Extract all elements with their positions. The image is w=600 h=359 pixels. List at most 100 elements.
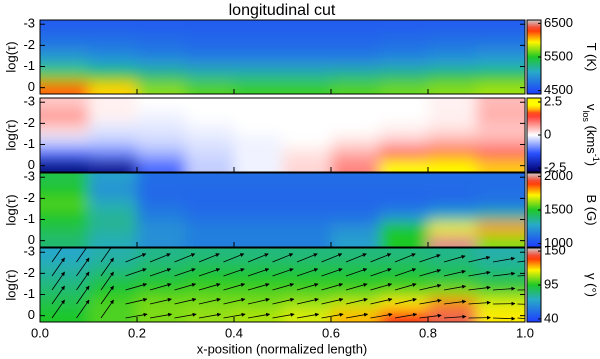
heat-cell <box>40 309 89 322</box>
heat-cell <box>476 69 525 83</box>
arrow <box>296 268 319 277</box>
heat-cell <box>88 57 138 70</box>
colorbar-label-part: -1 <box>591 154 600 162</box>
heat-cell <box>40 44 89 58</box>
colorbar-label-part: ) <box>584 162 599 166</box>
arrow <box>247 297 270 305</box>
heat-cell <box>476 159 525 172</box>
heat-cell <box>282 185 332 199</box>
x-tick-label: 0.0 <box>31 325 49 340</box>
heat-cell <box>234 159 283 172</box>
arrow <box>468 270 491 277</box>
heat-cell <box>379 135 429 148</box>
heat-cell <box>476 44 525 58</box>
arrow <box>51 285 65 305</box>
heat-cell <box>88 135 138 148</box>
heat-cell <box>428 197 477 211</box>
arrow <box>125 312 148 319</box>
heat-cell <box>282 69 332 83</box>
heat-cell <box>379 122 429 136</box>
heat-cell <box>476 272 525 286</box>
arrow <box>492 271 516 277</box>
arrow <box>321 312 344 319</box>
colorbar-tick-label: 1500 <box>544 201 573 216</box>
x-axis-label: x-position (normalized length) <box>197 341 368 356</box>
heat-cell <box>40 210 89 223</box>
arrow <box>443 269 466 277</box>
arrow <box>321 253 343 263</box>
heat-cell <box>331 32 380 46</box>
heat-cell <box>379 147 429 161</box>
heat-cell <box>379 222 429 236</box>
heat-cell <box>137 98 186 111</box>
arrow <box>443 255 466 263</box>
arrow <box>198 312 222 319</box>
heat-cell <box>137 122 186 136</box>
heat-cell <box>137 44 186 58</box>
heatmap-cells <box>40 248 525 322</box>
heat-cell <box>379 210 429 223</box>
heat-cell <box>428 222 477 236</box>
heat-cell <box>185 32 235 46</box>
arrow <box>394 297 417 305</box>
heat-cell <box>282 81 332 94</box>
arrow <box>174 297 197 305</box>
heat-cell <box>234 57 283 70</box>
heat-cell <box>40 135 89 148</box>
heat-cell <box>331 122 380 136</box>
arrow <box>76 299 90 319</box>
heat-cell <box>379 57 429 70</box>
heat-cell <box>40 32 89 46</box>
heat-cell <box>476 185 525 199</box>
heat-cell <box>428 272 477 286</box>
chart-title: longitudinal cut <box>229 2 336 19</box>
heat-cell <box>88 110 138 124</box>
heatmap <box>40 20 525 94</box>
heat-cell <box>88 222 138 236</box>
y-tick-label: -2 <box>23 37 35 52</box>
colorbar-tick-label: 1000 <box>544 235 573 250</box>
heat-cell <box>185 285 235 298</box>
heat-cell <box>476 234 525 247</box>
heat-cell <box>282 234 332 247</box>
heat-cell <box>137 260 186 274</box>
heat-cell <box>379 234 429 247</box>
arrow <box>76 257 90 277</box>
arrow <box>125 297 148 305</box>
heat-cell <box>137 32 186 46</box>
arrow <box>51 248 65 263</box>
heat-cell <box>88 122 138 136</box>
heat-cell <box>282 210 332 223</box>
heat-cell <box>428 44 477 58</box>
heat-cell <box>234 98 283 111</box>
heat-cell <box>331 248 380 261</box>
heat-cell <box>379 260 429 274</box>
heat-cell <box>185 297 235 311</box>
heat-cell <box>331 285 380 298</box>
arrow <box>394 312 418 319</box>
arrow <box>492 316 516 321</box>
arrow <box>149 312 173 319</box>
heat-cell <box>185 272 235 286</box>
heat-cell <box>428 98 477 111</box>
y-tick-label: -2 <box>23 115 35 130</box>
heat-cell <box>428 159 477 172</box>
heat-cell <box>379 110 429 124</box>
heat-cell <box>331 20 380 33</box>
panel-frame <box>39 247 526 323</box>
heat-cell <box>476 197 525 211</box>
y-tick-label: 0 <box>28 79 35 94</box>
y-tick-label: 0 <box>28 232 35 247</box>
heat-cell <box>428 20 477 33</box>
arrow <box>517 260 525 263</box>
y-tick-label: -1 <box>23 211 35 226</box>
heat-cell <box>476 20 525 33</box>
arrow <box>149 283 172 291</box>
heat-cell <box>88 309 138 322</box>
heat-cell <box>282 57 332 70</box>
heat-cell <box>137 69 186 83</box>
arrow <box>100 271 114 291</box>
arrow <box>272 297 295 305</box>
heat-cell <box>331 210 380 223</box>
